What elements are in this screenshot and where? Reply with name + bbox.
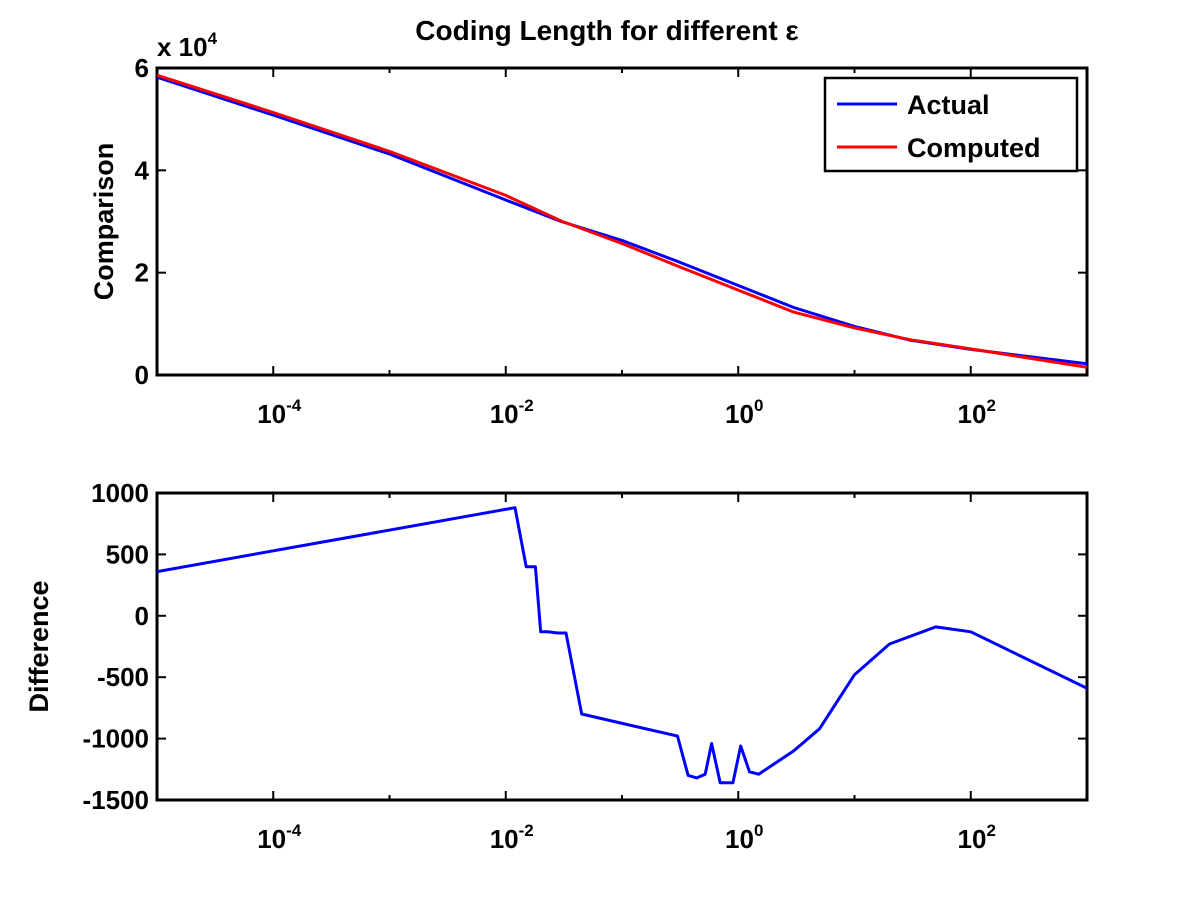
legend-entry: Actual xyxy=(907,90,990,120)
x-tick-exponent: -2 xyxy=(519,396,534,415)
x-tick-base: 10 xyxy=(490,399,519,429)
x-tick-label: 10-4 xyxy=(257,821,302,854)
x-tick-label: 10-2 xyxy=(490,396,534,429)
x-tick-label: 10-4 xyxy=(257,396,302,429)
series-line-difference xyxy=(157,506,1087,785)
axes-frame xyxy=(155,491,1089,802)
series-line-computed xyxy=(157,73,1087,369)
x-tick-exponent: -4 xyxy=(286,821,302,840)
figure-title: Coding Length for different ε xyxy=(415,15,798,46)
x-tick-exponent: 0 xyxy=(754,396,763,415)
y-tick-label: 2 xyxy=(135,258,149,288)
y-tick-label: 0 xyxy=(135,601,149,631)
x-tick-base: 10 xyxy=(490,824,519,854)
x-tick-label: 100 xyxy=(725,821,763,854)
y-tick-label: -500 xyxy=(97,662,149,692)
y-tick-label: -1500 xyxy=(83,785,150,815)
x-tick-base: 10 xyxy=(958,824,987,854)
legend: Actual Computed xyxy=(823,76,1079,173)
x-tick-exponent: 2 xyxy=(986,821,995,840)
y-tick-label: -1000 xyxy=(83,724,150,754)
y-tick-label: 4 xyxy=(135,155,150,185)
x-tick-exponent: 0 xyxy=(754,821,763,840)
legend-entry: Computed xyxy=(907,133,1040,163)
x-tick-label: 10-2 xyxy=(490,821,534,854)
x-tick-exponent: 2 xyxy=(986,396,995,415)
x-tick-label: 102 xyxy=(958,821,996,854)
x-tick-base: 10 xyxy=(958,399,987,429)
x-tick-exponent: -2 xyxy=(519,821,534,840)
x-tick-exponent: -4 xyxy=(286,396,302,415)
x-tick-base: 10 xyxy=(257,399,286,429)
x-tick-base: 10 xyxy=(257,824,286,854)
y-tick-label: 500 xyxy=(106,539,149,569)
y-tick-label: 1000 xyxy=(91,478,149,508)
y-axis-label: Difference xyxy=(24,580,54,712)
axis-exponent-label: x 104 xyxy=(157,29,218,62)
x-tick-label: 100 xyxy=(725,396,763,429)
legend-box xyxy=(823,76,1079,173)
x-tick-base: 10 xyxy=(725,399,754,429)
y-axis-label: Comparison xyxy=(89,143,119,301)
x-tick-label: 102 xyxy=(958,396,996,429)
x-tick-base: 10 xyxy=(725,824,754,854)
y-tick-label: 0 xyxy=(135,360,149,390)
y-tick-label: 6 xyxy=(135,53,149,83)
